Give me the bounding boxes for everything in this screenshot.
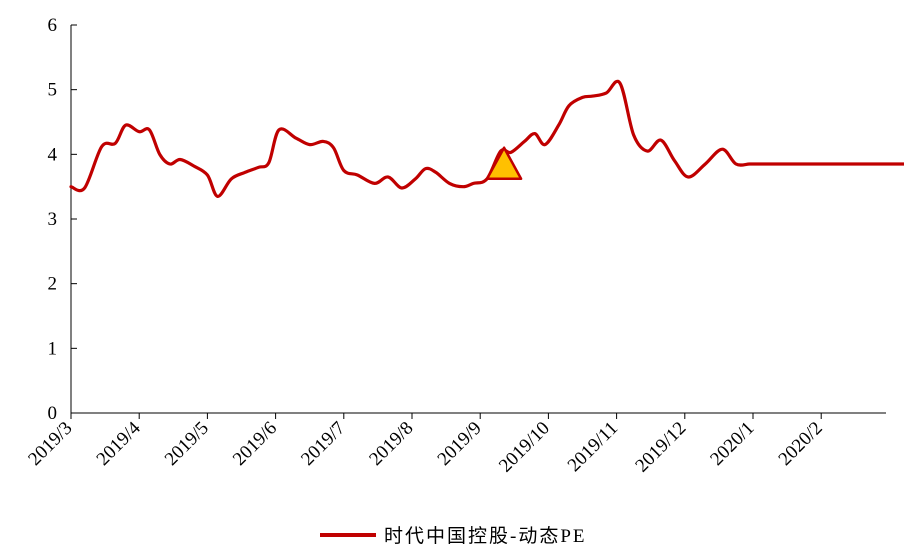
y-tick-label: 1 [48, 338, 58, 359]
x-tick-label: 2019/9 [434, 418, 486, 470]
y-tick-label: 6 [48, 15, 58, 36]
x-tick-label: 2019/5 [161, 418, 213, 470]
x-tick-label: 2019/10 [495, 418, 554, 477]
x-tick-label: 2019/4 [93, 417, 146, 470]
x-tick-label: 2019/3 [24, 418, 76, 470]
triangle-marker [485, 146, 523, 180]
x-tick-label: 2020/2 [775, 418, 827, 470]
x-tick-label: 2019/11 [564, 418, 622, 476]
y-tick-label: 2 [48, 274, 58, 295]
x-tick-label: 2020/1 [706, 418, 758, 470]
y-tick-label: 4 [48, 144, 58, 165]
y-tick-label: 5 [48, 80, 58, 101]
legend-label: 时代中国控股-动态PE [384, 525, 587, 547]
y-tick-label: 0 [48, 403, 58, 424]
x-tick-label: 2019/12 [631, 418, 690, 477]
y-tick-label: 3 [48, 209, 58, 230]
x-tick-label: 2019/8 [365, 418, 417, 470]
x-tick-label: 2019/7 [297, 418, 349, 470]
x-tick-label: 2019/6 [229, 418, 281, 470]
